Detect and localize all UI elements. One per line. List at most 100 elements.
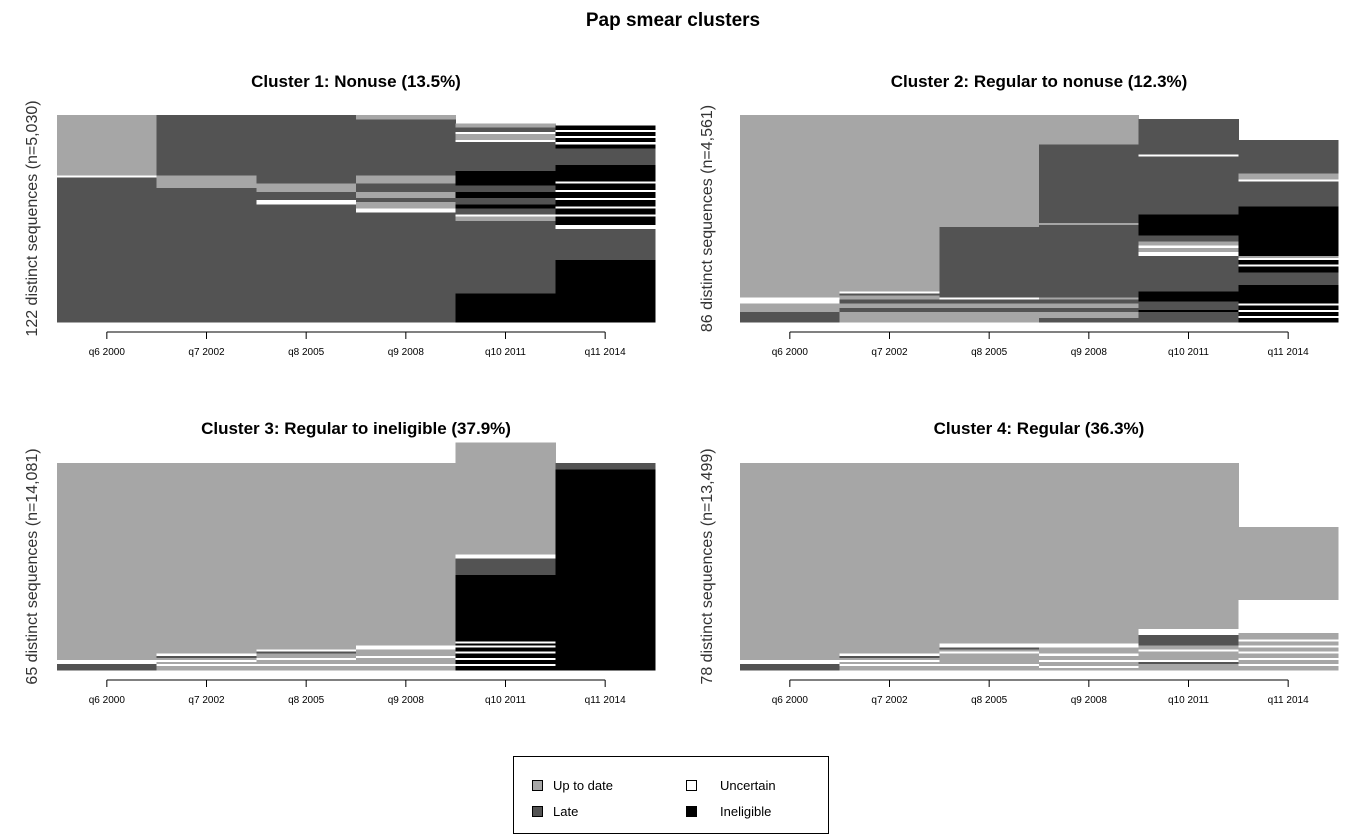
sequence-segment — [740, 663, 841, 671]
sequence-segment — [1138, 649, 1239, 652]
sequence-segment — [455, 665, 556, 671]
sequence-segment — [740, 463, 841, 660]
sequence-segment — [839, 311, 940, 323]
sequence-segment — [555, 137, 656, 143]
sequence-segment — [356, 183, 457, 192]
sequence-segment — [1039, 224, 1140, 298]
x-tick-label: q11 2014 — [1268, 347, 1309, 358]
sequence-segment — [1238, 651, 1339, 654]
sequence-segment — [1138, 247, 1239, 252]
x-tick-label: q8 2005 — [288, 695, 325, 706]
x-tick-label: q10 2011 — [1168, 347, 1209, 358]
sequence-segment — [256, 653, 357, 658]
sequence-segment — [555, 224, 656, 230]
sequence-segment — [1238, 255, 1339, 259]
x-tick-label: q6 2000 — [772, 695, 809, 706]
sequence-segment — [256, 649, 357, 652]
sequence-segment — [57, 115, 158, 176]
sequence-segment — [1138, 659, 1239, 663]
sequence-segment — [57, 175, 158, 178]
sequence-segment — [555, 191, 656, 199]
sequence-segment — [57, 663, 158, 671]
x-tick-label: q6 2000 — [89, 347, 126, 358]
sequence-segment — [939, 651, 1040, 654]
sequence-segment — [555, 135, 656, 139]
sequence-segment — [455, 127, 556, 132]
x-tick-label: q9 2008 — [388, 347, 425, 358]
sequence-segment — [1238, 139, 1339, 174]
sequence-segment — [1138, 301, 1239, 310]
sequence-segment — [455, 651, 556, 654]
sequence-segment — [555, 181, 656, 184]
panel-title: Cluster 1: Nonuse (13.5%) — [251, 72, 461, 91]
legend-label-late: Late — [553, 804, 579, 819]
sequence-segment — [57, 463, 158, 660]
sequence-segment — [57, 659, 158, 665]
x-tick-label: q11 2014 — [585, 695, 626, 706]
sequence-segment — [455, 659, 556, 665]
sequence-segment — [1039, 463, 1140, 644]
sequence-segment — [455, 133, 556, 141]
x-tick-label: q8 2005 — [971, 347, 1008, 358]
sequence-segment — [1039, 143, 1140, 223]
legend-swatch-uncertain — [686, 780, 697, 791]
sequence-segment — [1138, 645, 1239, 650]
sequence-segment — [1238, 659, 1339, 665]
x-tick-label: q6 2000 — [89, 695, 126, 706]
y-axis-label: 86 distinct sequences (n=4,561) — [699, 105, 716, 332]
sequence-segment — [356, 655, 457, 658]
sequence-segment — [939, 307, 1040, 312]
sequence-segment — [555, 206, 656, 209]
x-tick-label: q6 2000 — [772, 347, 809, 358]
sequence-segment — [356, 649, 457, 656]
sequence-segment — [256, 657, 357, 660]
legend-swatch-late — [532, 806, 543, 817]
sequence-segment — [455, 216, 556, 221]
sequence-segment — [156, 653, 257, 656]
sequence-segment — [1138, 245, 1239, 248]
x-tick-label: q9 2008 — [1071, 695, 1108, 706]
sequence-segment — [455, 214, 556, 217]
sequence-segment — [740, 297, 841, 304]
sequence-segment — [455, 220, 556, 294]
sequence-segment — [839, 299, 940, 304]
sequence-segment — [1138, 235, 1239, 242]
sequence-segment — [1238, 317, 1339, 323]
sequence-segment — [1138, 241, 1239, 246]
sequence-segment — [455, 663, 556, 667]
sequence-segment — [1138, 214, 1239, 236]
sequence-segment — [740, 303, 841, 312]
sequence-segment — [740, 115, 841, 298]
sequence-segment — [1238, 172, 1339, 180]
sequence-segment — [455, 645, 556, 648]
sequence-segment — [939, 647, 1040, 650]
sequence-segment — [555, 183, 656, 190]
sequence-segment — [455, 558, 556, 576]
sequence-segment — [839, 303, 940, 308]
sequence-segment — [939, 303, 1040, 308]
sequence-segment — [555, 141, 656, 145]
legend-label-ineligible: Ineligible — [720, 804, 772, 819]
sequence-segment — [839, 307, 940, 312]
sequence-segment — [455, 170, 556, 186]
x-tick-label: q9 2008 — [1071, 347, 1108, 358]
sequence-segment — [156, 463, 257, 654]
sequence-segment — [156, 655, 257, 658]
x-tick-label: q11 2014 — [585, 347, 626, 358]
sequence-segment — [939, 463, 1040, 644]
sequence-segment — [1238, 657, 1339, 660]
sequence-segment — [1039, 303, 1140, 308]
sequence-segment — [1138, 663, 1239, 671]
sequence-segment — [939, 665, 1040, 671]
sequence-segment — [1238, 257, 1339, 261]
sequence-segment — [939, 226, 1040, 298]
sequence-segment — [839, 463, 940, 654]
sequence-segment — [555, 131, 656, 136]
sequence-segment — [1039, 307, 1140, 312]
panel-title: Cluster 2: Regular to nonuse (12.3%) — [891, 72, 1188, 91]
x-tick-label: q7 2002 — [871, 347, 908, 358]
sequence-segment — [939, 643, 1040, 648]
